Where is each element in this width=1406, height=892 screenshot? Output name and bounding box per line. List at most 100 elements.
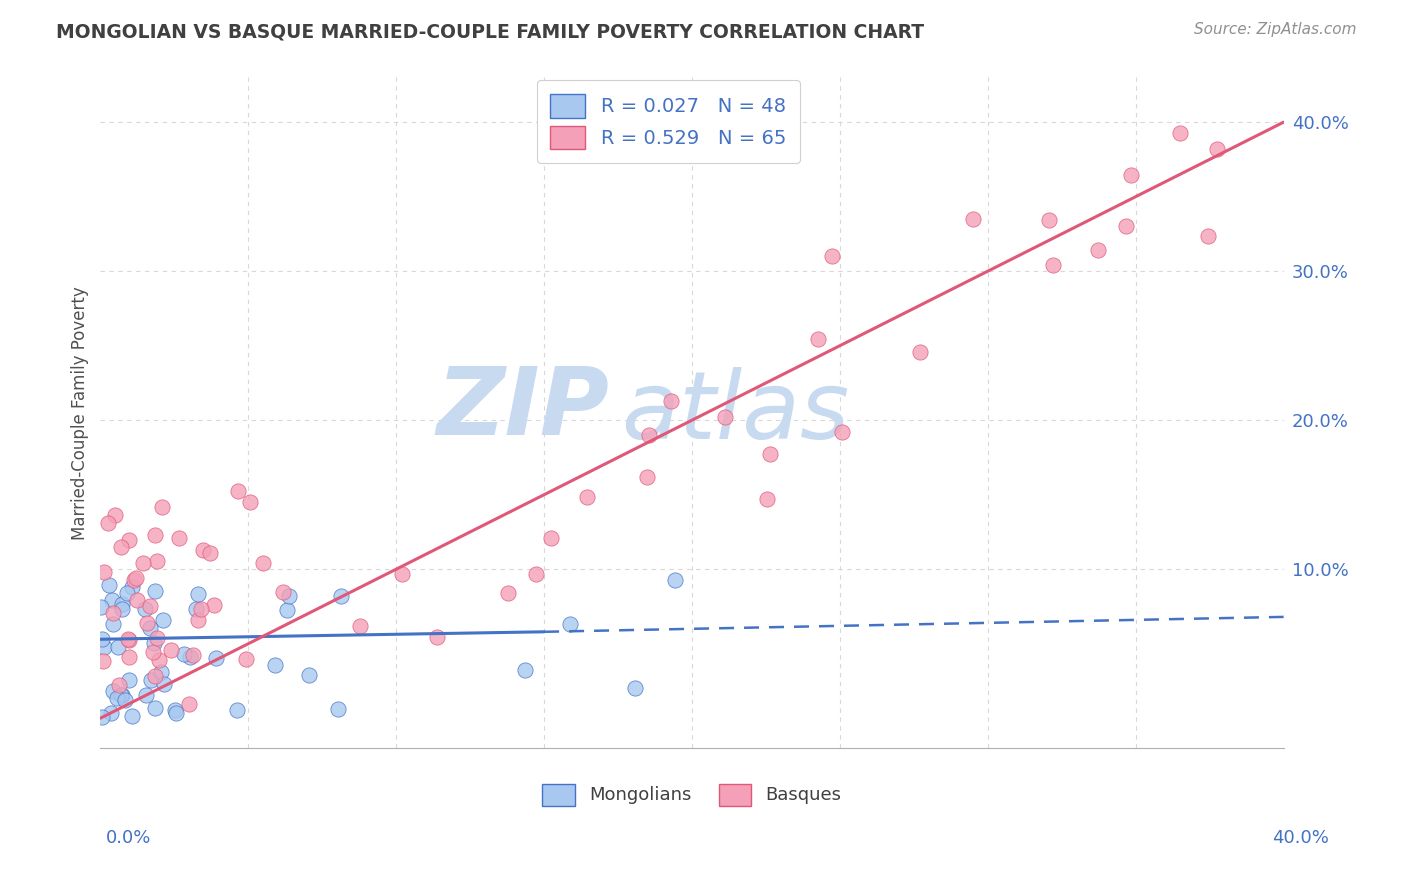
Point	[330, 589, 353, 603]
Point	[115, 586, 138, 600]
Point	[831, 425, 853, 439]
Point	[664, 574, 686, 588]
Point	[149, 665, 172, 680]
Point	[121, 709, 143, 723]
Point	[122, 573, 145, 587]
Point	[110, 688, 132, 702]
Point	[152, 613, 174, 627]
Point	[143, 527, 166, 541]
Point	[349, 618, 371, 632]
Point	[135, 688, 157, 702]
Point	[191, 542, 214, 557]
Point	[142, 644, 165, 658]
Point	[90, 599, 112, 614]
Text: ZIP: ZIP	[436, 363, 609, 456]
Point	[97, 516, 120, 531]
Point	[962, 212, 984, 227]
Point	[150, 500, 173, 514]
Point	[114, 692, 136, 706]
Point	[143, 701, 166, 715]
Point	[131, 556, 153, 570]
Text: MONGOLIAN VS BASQUE MARRIED-COUPLE FAMILY POVERTY CORRELATION CHART: MONGOLIAN VS BASQUE MARRIED-COUPLE FAMIL…	[56, 22, 924, 41]
Point	[177, 697, 200, 711]
Point	[165, 706, 187, 720]
Point	[181, 648, 204, 662]
Point	[908, 344, 931, 359]
Point	[513, 663, 536, 677]
Point	[143, 583, 166, 598]
Point	[624, 681, 647, 695]
Point	[148, 653, 170, 667]
Point	[540, 531, 562, 545]
Point	[107, 640, 129, 655]
Point	[714, 409, 737, 424]
Point	[278, 589, 301, 603]
Point	[426, 630, 449, 644]
Point	[235, 652, 257, 666]
Point	[145, 632, 167, 646]
Point	[143, 636, 166, 650]
Point	[121, 580, 143, 594]
Point	[575, 490, 598, 504]
Point	[159, 643, 181, 657]
Point	[607, 122, 630, 136]
Point	[807, 332, 830, 346]
Point	[143, 669, 166, 683]
Point	[1206, 142, 1229, 156]
Point	[1038, 213, 1060, 227]
Point	[821, 249, 844, 263]
Point	[187, 613, 209, 627]
Point	[276, 603, 298, 617]
Point	[103, 684, 125, 698]
Text: 0.0%: 0.0%	[105, 829, 150, 847]
Point	[239, 495, 262, 509]
Point	[93, 640, 115, 654]
Point	[1087, 244, 1109, 258]
Point	[187, 587, 209, 601]
Point	[97, 578, 120, 592]
Point	[759, 447, 782, 461]
Point	[524, 566, 547, 581]
Point	[1121, 168, 1143, 182]
Point	[118, 632, 141, 647]
Point	[93, 565, 115, 579]
Point	[118, 673, 141, 687]
Point	[198, 546, 221, 560]
Point	[298, 668, 321, 682]
Point	[163, 703, 186, 717]
Point	[101, 593, 124, 607]
Point	[91, 710, 114, 724]
Point	[638, 427, 661, 442]
Point	[326, 701, 349, 715]
Point	[139, 621, 162, 635]
Point	[101, 617, 124, 632]
Point	[225, 703, 247, 717]
Point	[118, 649, 141, 664]
Point	[134, 601, 156, 615]
Point	[124, 572, 146, 586]
Point	[252, 556, 274, 570]
Text: 40.0%: 40.0%	[1272, 829, 1329, 847]
Point	[1197, 228, 1219, 243]
Point	[138, 599, 160, 614]
Point	[146, 554, 169, 568]
Point	[118, 533, 141, 548]
Point	[117, 632, 139, 646]
Point	[179, 649, 201, 664]
Point	[205, 650, 228, 665]
Point	[190, 602, 212, 616]
Point	[111, 688, 134, 702]
Point	[496, 586, 519, 600]
Text: atlas: atlas	[621, 368, 849, 458]
Point	[755, 491, 778, 506]
Point	[1042, 258, 1064, 272]
Point	[111, 602, 134, 616]
Point	[125, 593, 148, 607]
Point	[264, 657, 287, 672]
Point	[1170, 126, 1192, 140]
Point	[153, 677, 176, 691]
Point	[226, 483, 249, 498]
Point	[167, 531, 190, 545]
Point	[659, 393, 682, 408]
Point	[91, 632, 114, 646]
